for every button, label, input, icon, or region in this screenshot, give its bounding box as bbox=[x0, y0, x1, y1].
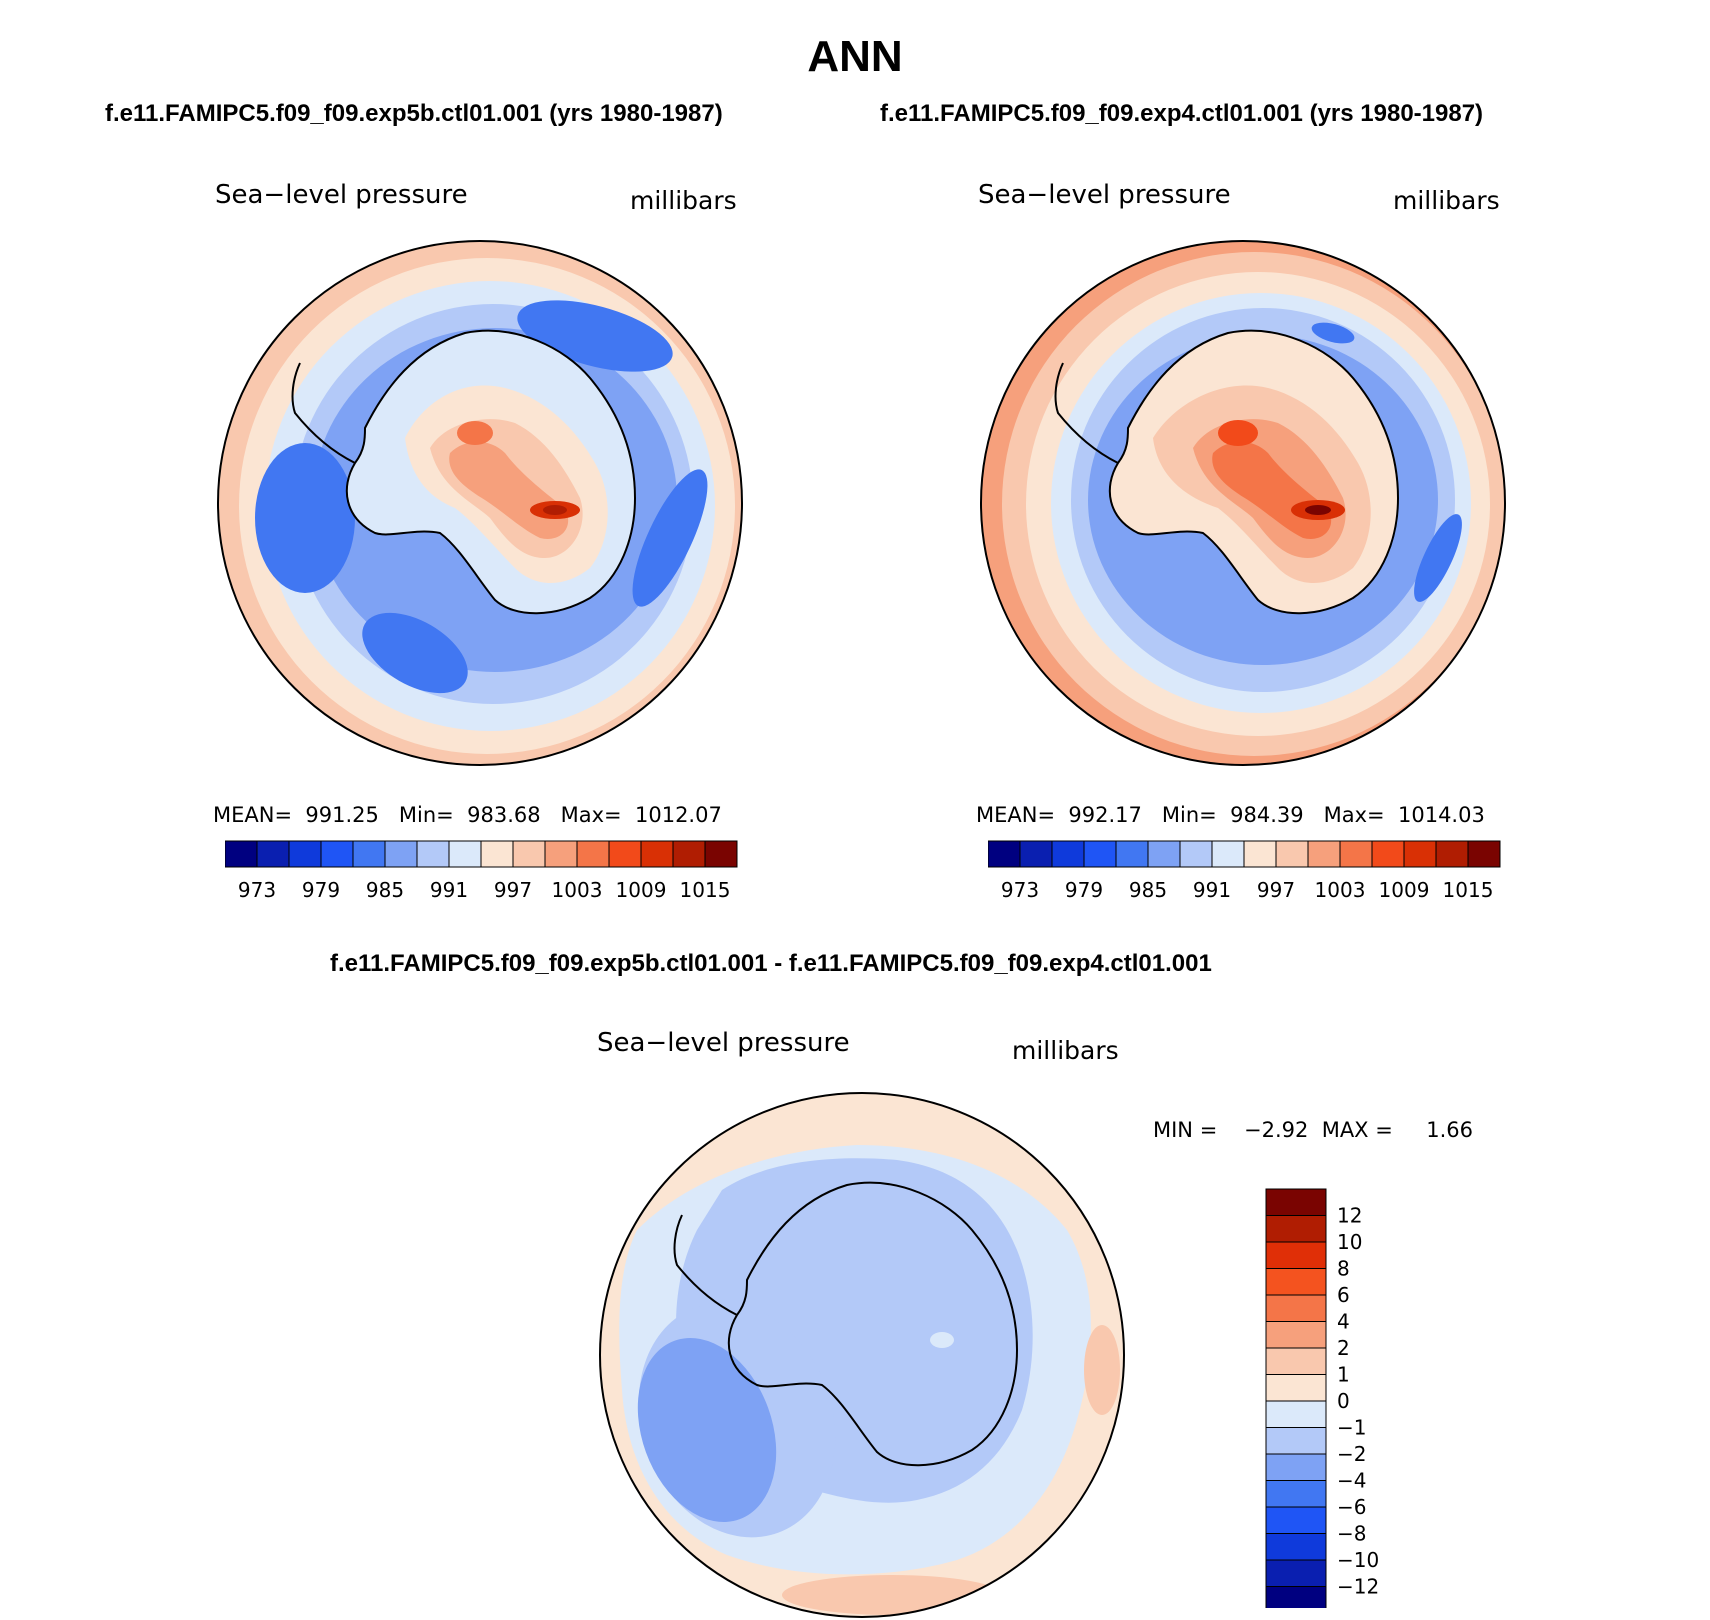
colorbar-swatch bbox=[1265, 1586, 1327, 1608]
colorbar-swatch bbox=[1147, 840, 1181, 868]
colorbar-swatch bbox=[384, 840, 418, 868]
diff-title: f.e11.FAMIPC5.f09_f09.exp5b.ctl01.001 - … bbox=[330, 950, 1212, 977]
colorbar-tick-label: 1015 bbox=[1443, 878, 1494, 902]
colorbar-tick-label: 6 bbox=[1337, 1283, 1350, 1307]
right-polar-map bbox=[980, 240, 1506, 766]
colorbar-swatch bbox=[448, 840, 482, 868]
colorbar-tick-label: −1 bbox=[1337, 1416, 1366, 1440]
colorbar-tick-label: 2 bbox=[1337, 1336, 1350, 1360]
case-right-title: f.e11.FAMIPC5.f09_f09.exp4.ctl01.001 (yr… bbox=[880, 100, 1484, 127]
colorbar-tick-label: −12 bbox=[1337, 1575, 1379, 1599]
colorbar-swatch bbox=[1265, 1241, 1327, 1269]
colorbar-tick-label: 0 bbox=[1337, 1389, 1350, 1413]
colorbar-swatch bbox=[1243, 840, 1277, 868]
right-units-label: millibars bbox=[1393, 186, 1500, 215]
colorbar-swatch bbox=[1265, 1533, 1327, 1561]
colorbar-swatch bbox=[1403, 840, 1437, 868]
colorbar-tick-label: 4 bbox=[1337, 1310, 1350, 1334]
colorbar-swatch bbox=[1265, 1321, 1327, 1349]
colorbar-swatch bbox=[288, 840, 322, 868]
left-units-label: millibars bbox=[630, 186, 737, 215]
colorbar-swatch bbox=[1275, 840, 1309, 868]
colorbar-swatch bbox=[1265, 1294, 1327, 1322]
colorbar-swatch bbox=[1265, 1559, 1327, 1587]
colorbar-tick-label: 1009 bbox=[616, 878, 667, 902]
colorbar-swatch bbox=[1339, 840, 1373, 868]
colorbar-swatch bbox=[1307, 840, 1341, 868]
colorbar-swatch bbox=[704, 840, 738, 868]
left-stats: MEAN= 991.25 Min= 983.68 Max= 1012.07 bbox=[213, 803, 722, 827]
colorbar-swatch bbox=[225, 840, 258, 868]
colorbar-swatch bbox=[576, 840, 610, 868]
colorbar-swatch bbox=[640, 840, 674, 868]
colorbar-tick-label: 1003 bbox=[1315, 878, 1366, 902]
colorbar-swatch bbox=[1265, 1506, 1327, 1534]
colorbar-tick-label: −6 bbox=[1337, 1495, 1366, 1519]
colorbar-tick-label: 985 bbox=[366, 878, 404, 902]
colorbar-tick-label: 1009 bbox=[1379, 878, 1430, 902]
colorbar-swatch bbox=[352, 840, 386, 868]
colorbar-swatch bbox=[1265, 1347, 1327, 1375]
colorbar-tick-label: 973 bbox=[238, 878, 276, 902]
colorbar-swatch bbox=[1083, 840, 1117, 868]
colorbar-tick-label: 1 bbox=[1337, 1363, 1350, 1387]
colorbar-swatch bbox=[1179, 840, 1213, 868]
colorbar-tick-label: 12 bbox=[1337, 1204, 1362, 1228]
colorbar-tick-label: −2 bbox=[1337, 1442, 1366, 1466]
colorbar-tick-label: 8 bbox=[1337, 1257, 1350, 1281]
colorbar-swatch bbox=[1265, 1453, 1327, 1481]
right-stats: MEAN= 992.17 Min= 984.39 Max= 1014.03 bbox=[976, 803, 1485, 827]
right-colorbar: 973 979 985 991 997 1003 1009 1015 bbox=[988, 840, 1501, 902]
colorbar-tick-label: 985 bbox=[1129, 878, 1167, 902]
colorbar-swatch bbox=[1265, 1400, 1327, 1428]
colorbar-swatch bbox=[1265, 1374, 1327, 1402]
colorbar-tick-label: 973 bbox=[1001, 878, 1039, 902]
left-polar-map bbox=[217, 240, 743, 766]
colorbar-swatch bbox=[320, 840, 354, 868]
colorbar-swatch bbox=[1265, 1188, 1327, 1216]
diff-stats: MIN = −2.92 MAX = 1.66 bbox=[1153, 1118, 1473, 1142]
diff-units-label: millibars bbox=[1012, 1036, 1119, 1065]
colorbar-swatch bbox=[1051, 840, 1085, 868]
colorbar-swatch bbox=[1211, 840, 1245, 868]
colorbar-swatch bbox=[1265, 1427, 1327, 1455]
colorbar-tick-label: −4 bbox=[1337, 1469, 1366, 1493]
colorbar-tick-label: 997 bbox=[494, 878, 532, 902]
colorbar-swatch bbox=[672, 840, 706, 868]
colorbar-swatch bbox=[544, 840, 578, 868]
colorbar-tick-label: 991 bbox=[430, 878, 468, 902]
colorbar-tick-label: 1003 bbox=[552, 878, 603, 902]
colorbar-swatch bbox=[256, 840, 290, 868]
colorbar-swatch bbox=[416, 840, 450, 868]
colorbar-swatch bbox=[988, 840, 1021, 868]
colorbar-tick-label: 991 bbox=[1193, 878, 1231, 902]
colorbar-tick-label: 997 bbox=[1257, 878, 1295, 902]
colorbar-swatch bbox=[480, 840, 514, 868]
colorbar-tick-label: −8 bbox=[1337, 1522, 1366, 1546]
case-left-title: f.e11.FAMIPC5.f09_f09.exp5b.ctl01.001 (y… bbox=[105, 100, 723, 127]
colorbar-swatch bbox=[1265, 1215, 1327, 1243]
colorbar-swatch bbox=[1265, 1480, 1327, 1508]
colorbar-swatch bbox=[1019, 840, 1053, 868]
diff-variable-label: Sea−level pressure bbox=[597, 1028, 850, 1058]
colorbar-tick-label: 979 bbox=[1065, 878, 1103, 902]
colorbar-tick-label: 1015 bbox=[680, 878, 731, 902]
colorbar-swatch bbox=[1265, 1268, 1327, 1296]
right-variable-label: Sea−level pressure bbox=[978, 180, 1231, 210]
colorbar-tick-label: 10 bbox=[1337, 1230, 1362, 1254]
diff-polar-map bbox=[599, 1092, 1125, 1618]
left-variable-label: Sea−level pressure bbox=[215, 180, 468, 210]
colorbar-swatch bbox=[608, 840, 642, 868]
left-colorbar: 973 979 985 991 997 1003 1009 1015 bbox=[225, 840, 738, 902]
colorbar-swatch bbox=[512, 840, 546, 868]
colorbar-swatch bbox=[1371, 840, 1405, 868]
figure-title: ANN bbox=[807, 32, 903, 81]
colorbar-tick-label: 979 bbox=[302, 878, 340, 902]
colorbar-swatch bbox=[1435, 840, 1469, 868]
colorbar-tick-label: −10 bbox=[1337, 1548, 1379, 1572]
colorbar-swatch bbox=[1115, 840, 1149, 868]
colorbar-swatch bbox=[1467, 840, 1501, 868]
